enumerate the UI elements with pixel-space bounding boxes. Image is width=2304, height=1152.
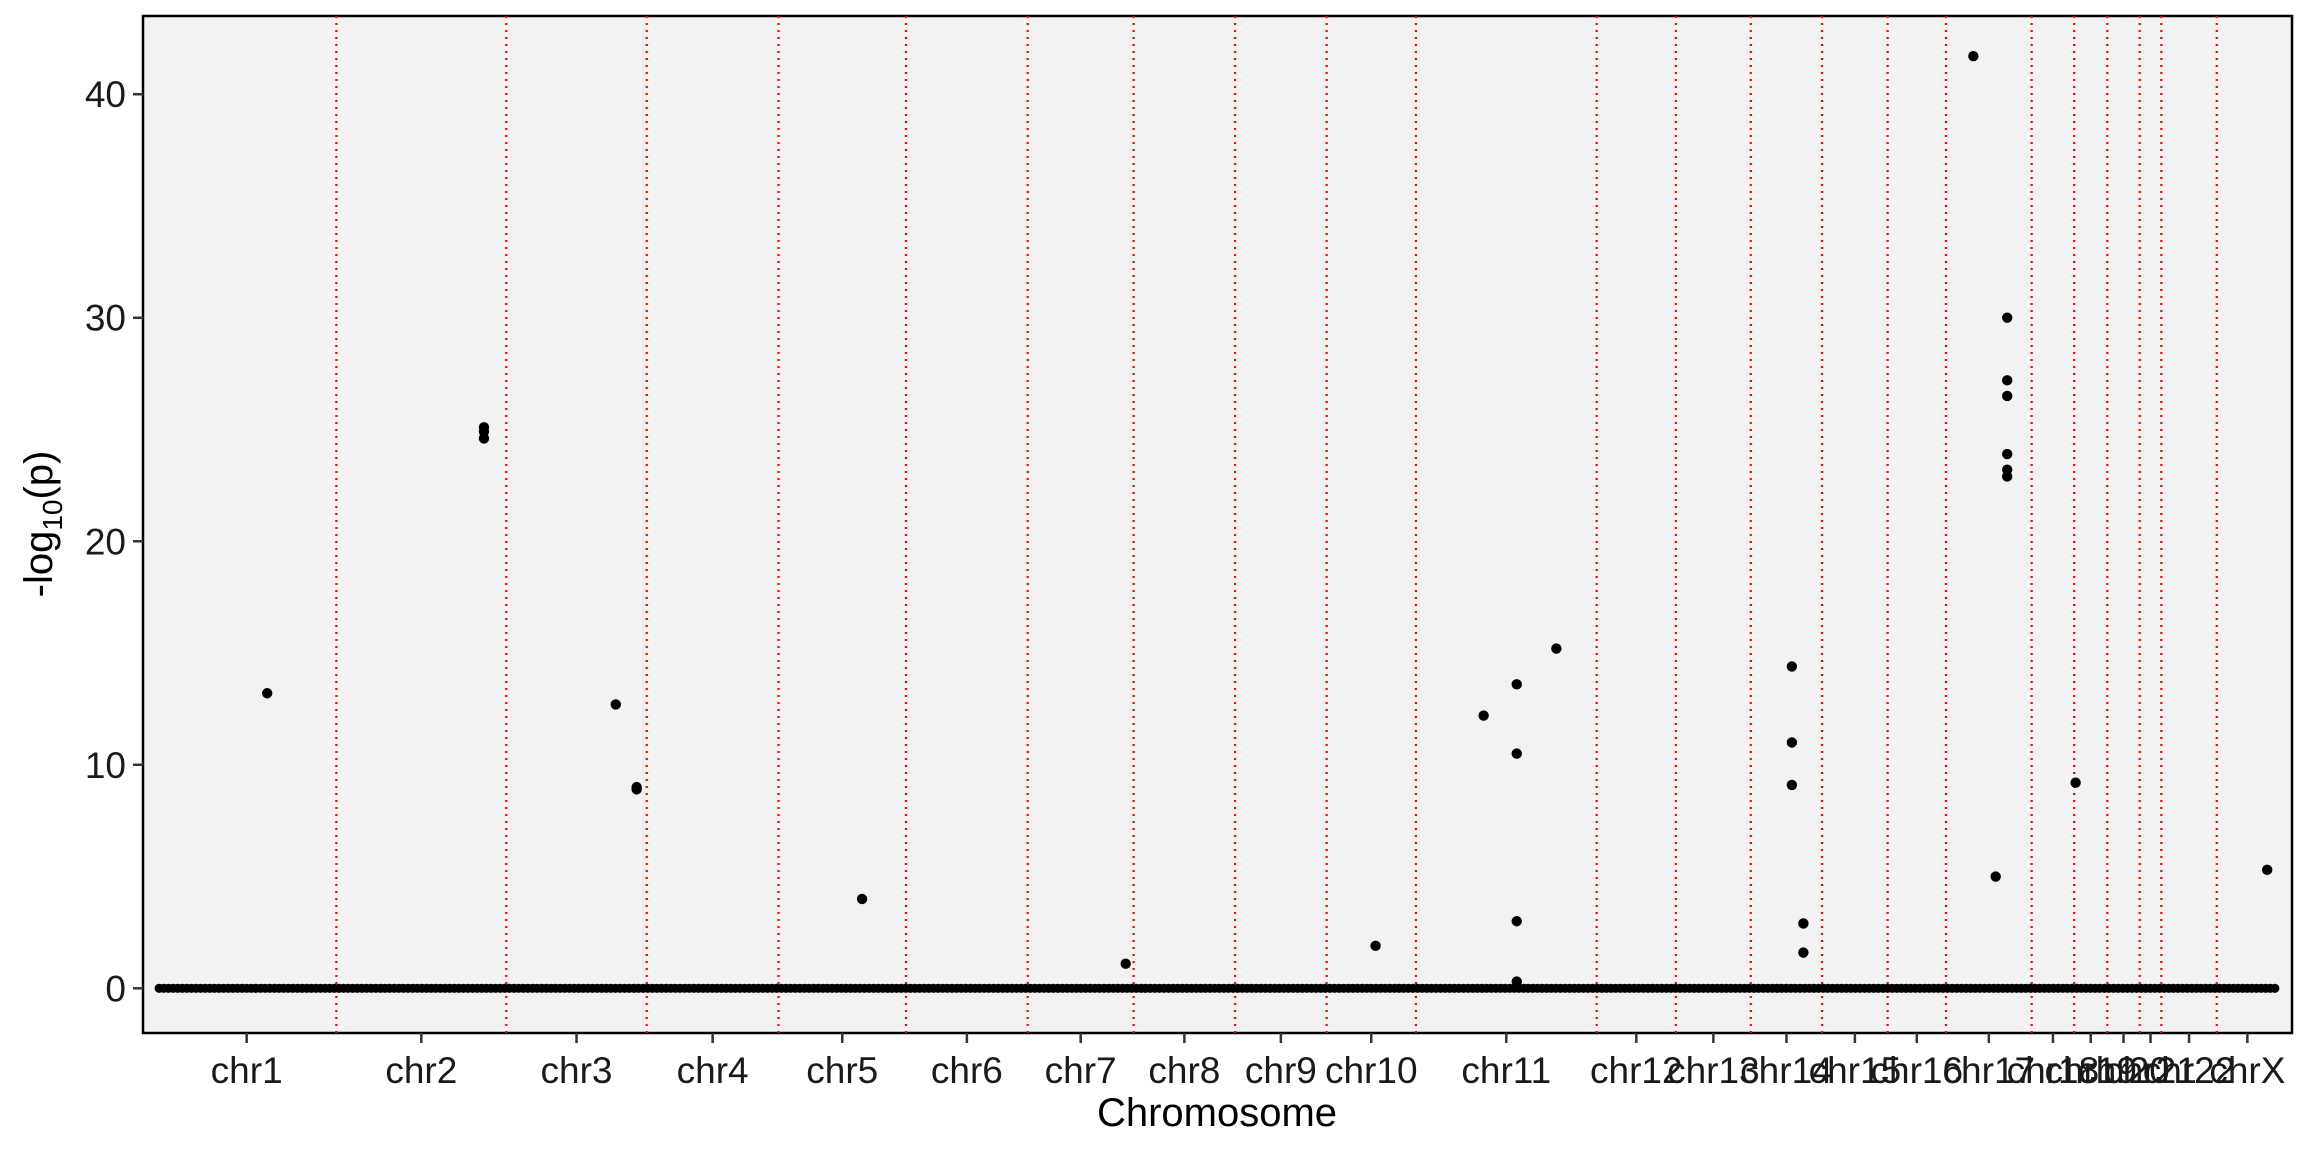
x-tick-label-chr9: chr9 <box>1245 1050 1317 1091</box>
data-point <box>1798 947 1809 958</box>
x-tick-label-chr1: chr1 <box>211 1050 283 1091</box>
x-axis-title: Chromosome <box>1097 1091 1337 1135</box>
x-tick-label-chr3: chr3 <box>541 1050 613 1091</box>
data-point <box>1786 661 1798 672</box>
x-tick-label-chr4: chr4 <box>677 1050 749 1091</box>
significant-points <box>261 51 2273 987</box>
data-point <box>1968 51 1979 62</box>
data-point <box>856 893 868 905</box>
x-tick-label-chrX: chrX <box>2209 1050 2285 1091</box>
data-point <box>478 433 490 444</box>
baseline-point <box>2270 983 2280 993</box>
data-point <box>1786 779 1798 791</box>
data-point <box>1786 737 1798 748</box>
y-tick-label-20: 20 <box>85 521 126 562</box>
data-point <box>261 688 273 699</box>
x-tick-label-chr15: chr15 <box>1809 1050 1902 1091</box>
x-tick-label-chr17: chr17 <box>1943 1050 2036 1091</box>
chromosome-boundaries <box>335 16 2218 1033</box>
data-point <box>2002 471 2013 482</box>
y-tick-label-40: 40 <box>85 74 126 115</box>
x-tick-label-chr18: chr18 <box>2007 1050 2100 1091</box>
data-point <box>1551 643 1562 654</box>
x-axis: chr1 chr2 chr3 chr4 chr5 chr6 chr7 chr8 chr9 chr1… <box>211 1033 2285 1091</box>
x-tick-label-chr19: chr19 <box>2044 1050 2137 1091</box>
data-point <box>631 784 642 795</box>
data-point <box>2261 864 2273 876</box>
data-point <box>1511 916 1522 927</box>
data-point <box>2002 375 2013 386</box>
data-point <box>2002 390 2013 402</box>
x-tick-label-chr6: chr6 <box>931 1050 1003 1091</box>
x-tick-label-chr5: chr5 <box>806 1050 878 1091</box>
data-point <box>2002 312 2013 323</box>
x-tick-label-chr22: chr22 <box>2143 1050 2236 1091</box>
x-tick-label-chr10: chr10 <box>1325 1050 1418 1091</box>
x-tick-label-chr7: chr7 <box>1045 1050 1117 1091</box>
data-point <box>1990 871 2001 882</box>
y-axis-title-tail: (p) <box>17 451 61 500</box>
y-axis: 0 10 20 30 40 <box>85 74 143 1009</box>
x-tick-label-chr20: chr20 <box>2077 1050 2170 1091</box>
data-point <box>1798 918 1809 929</box>
x-tick-label-chr12: chr12 <box>1590 1050 1683 1091</box>
y-axis-title-subscript: 10 <box>37 500 68 531</box>
y-axis-title-main: -log <box>17 531 61 598</box>
y-axis-title: -log10(p) <box>17 451 68 598</box>
x-tick-label-chr2: chr2 <box>385 1050 457 1091</box>
data-point <box>1120 958 1131 969</box>
x-tick-label-chr14: chr14 <box>1740 1050 1833 1091</box>
data-point <box>610 699 621 710</box>
x-tick-label-chr8: chr8 <box>1148 1050 1220 1091</box>
data-point <box>2002 448 2013 460</box>
x-tick-label-chr13: chr13 <box>1667 1050 1760 1091</box>
plot-panel <box>141 14 2294 1035</box>
x-tick-label-chr21: chr21 <box>2104 1050 2197 1091</box>
x-tick-label-chr16: chr16 <box>1871 1050 1964 1091</box>
data-point <box>1511 748 1522 759</box>
data-point <box>1370 940 1381 952</box>
data-point <box>1478 710 1489 721</box>
y-tick-label-0: 0 <box>105 968 126 1009</box>
x-tick-label-chr11: chr11 <box>1461 1050 1551 1091</box>
data-point <box>1511 679 1522 690</box>
y-tick-label-10: 10 <box>85 745 126 786</box>
baseline-points <box>154 983 2280 993</box>
y-tick-label-30: 30 <box>85 298 126 339</box>
data-point <box>2070 777 2081 788</box>
data-point <box>1511 976 1522 987</box>
